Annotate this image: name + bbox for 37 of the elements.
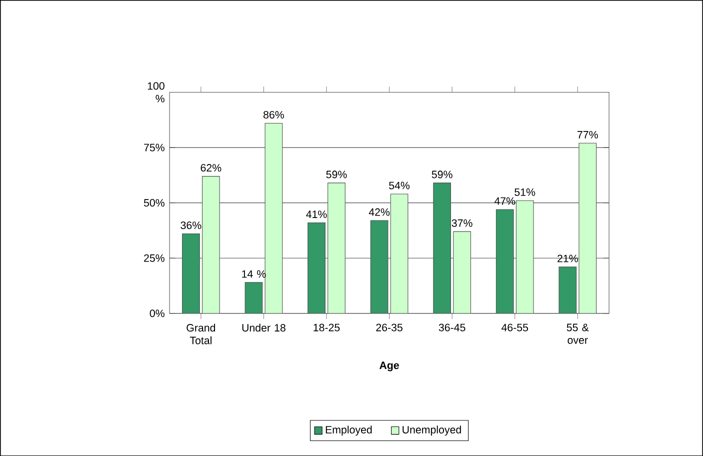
data-label: 36% [180,221,202,229]
data-label: 54% [389,182,410,190]
bar [558,266,577,314]
data-label: 42% [368,208,390,216]
y-tick-label: 75% [144,144,164,152]
data-label: 37% [452,219,472,227]
x-tick-label: 55 & over [566,324,589,344]
data-label: 41% [306,210,327,218]
x-tick-label: 26-35 [376,324,402,332]
y-tick-label: 50% [144,198,164,206]
data-label: 59% [326,170,347,178]
bar [390,194,408,314]
x-axis-title: Age [379,362,399,372]
x-tick-label: 18-25 [314,324,340,332]
data-label: 21% [558,254,578,262]
data-label: 62% [200,164,222,172]
x-tick-label: Grand Total [186,324,216,344]
bar [264,122,283,314]
data-label: 86% [264,110,284,118]
x-tick-label: Under 18 [242,324,286,332]
data-label: 14 % [242,270,266,278]
legend-label: Employed [326,426,372,436]
data-label: 59% [432,170,452,178]
bar [516,200,534,314]
bar [202,176,220,314]
bar [328,182,346,314]
bar [244,282,263,314]
legend-label: Unemployed [402,426,461,436]
data-label: 77% [578,130,598,138]
data-label: 51% [514,188,536,196]
x-tick-label: 46-55 [501,324,528,332]
y-tick-label: 0% [150,309,164,318]
bar [578,142,597,314]
x-tick-label: 36-45 [438,324,466,332]
bar [453,231,471,314]
y-tick-label: 100 % [148,82,164,102]
y-tick-label: 25% [144,254,164,262]
